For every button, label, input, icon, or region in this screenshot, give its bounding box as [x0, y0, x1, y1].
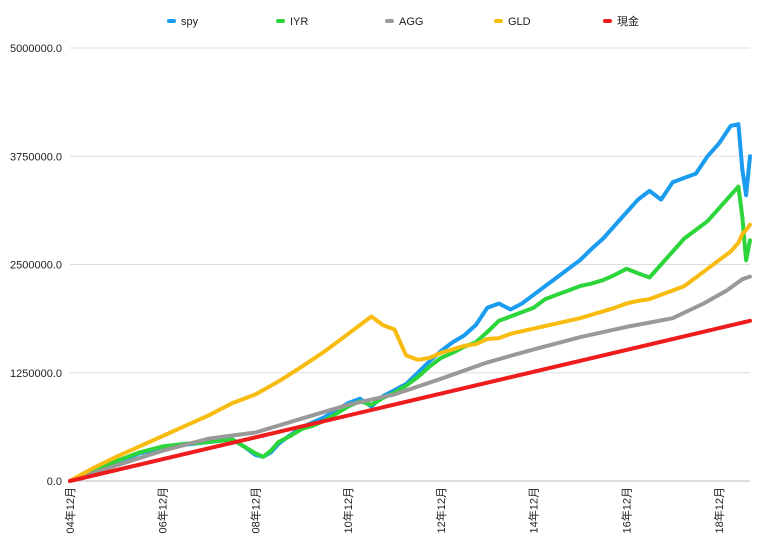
chart-series-lines — [68, 122, 752, 483]
legend-label: IYR — [290, 16, 308, 28]
y-tick-label: 1250000.0 — [10, 368, 62, 380]
x-tick-label: 18年12月 — [712, 487, 726, 533]
y-tick-label: 3750000.0 — [10, 151, 62, 163]
x-tick-label: 14年12月 — [527, 487, 541, 533]
x-tick-label: 06年12月 — [156, 487, 170, 533]
series-line-IYR — [68, 184, 752, 483]
legend-swatch — [385, 19, 394, 23]
y-tick-label: 5000000.0 — [10, 43, 62, 55]
legend-swatch — [276, 19, 285, 23]
legend-swatch — [494, 19, 503, 23]
series-line-現金 — [68, 318, 752, 483]
series-line-AGG — [68, 274, 752, 483]
legend-label: GLD — [508, 16, 531, 28]
chart-grid — [70, 47, 750, 482]
legend-label: AGG — [399, 16, 423, 28]
x-tick-label: 08年12月 — [248, 487, 262, 533]
series-line-GLD — [68, 222, 752, 483]
x-axis-tick-labels: 04年12月 06年12月 08年12月 10年12月 12年12月 14年12月 16年1… — [63, 487, 726, 533]
x-tick-label: 04年12月 — [63, 487, 77, 533]
legend-label: 現金 — [617, 14, 639, 28]
chart-legend: spy IYR AGG GLD 現金 — [167, 14, 639, 28]
y-tick-label: 0.0 — [47, 476, 62, 488]
y-axis-tick-labels: 0.0 1250000.0 2500000.0 3750000.0 5000000.0 — [10, 43, 62, 488]
legend-label: spy — [181, 16, 199, 28]
x-tick-label: 10年12月 — [341, 487, 355, 533]
x-tick-label: 12年12月 — [434, 487, 448, 533]
x-tick-label: 16年12月 — [619, 487, 633, 533]
series-line-spy — [68, 122, 752, 483]
legend-swatch — [167, 19, 176, 23]
legend-swatch — [603, 19, 612, 23]
y-tick-label: 2500000.0 — [10, 260, 62, 272]
